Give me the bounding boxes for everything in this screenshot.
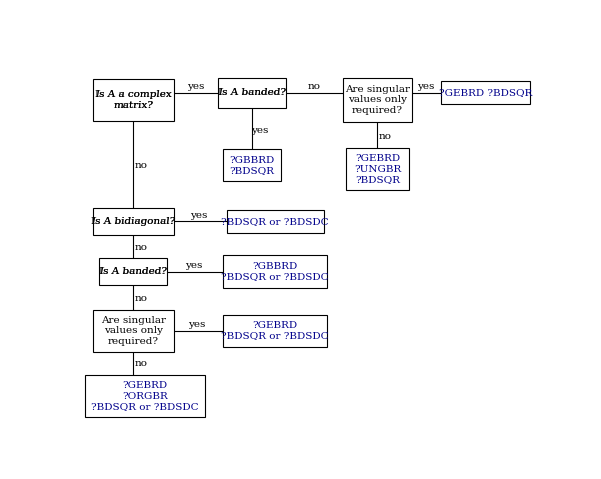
Text: Is A a complex
matrix?: Is A a complex matrix?: [95, 90, 172, 110]
Text: no: no: [307, 82, 320, 91]
Text: no: no: [135, 359, 147, 368]
FancyBboxPatch shape: [346, 148, 409, 190]
Text: Is A banded?: Is A banded?: [218, 89, 286, 97]
Text: ?GBBRD
?BDSQR: ?GBBRD ?BDSQR: [229, 156, 275, 175]
Text: no: no: [135, 161, 147, 170]
FancyBboxPatch shape: [223, 149, 281, 182]
FancyBboxPatch shape: [227, 210, 323, 233]
Text: Are singular
values only
required?: Are singular values only required?: [101, 316, 166, 346]
Text: Is A a complex
matrix?: Is A a complex matrix?: [95, 90, 172, 110]
Text: yes: yes: [416, 82, 434, 91]
FancyBboxPatch shape: [93, 79, 174, 121]
Text: yes: yes: [251, 126, 268, 135]
Text: Is A banded?: Is A banded?: [99, 267, 167, 276]
FancyBboxPatch shape: [85, 375, 205, 418]
Text: Is A bidiagonal?: Is A bidiagonal?: [91, 217, 175, 226]
Text: ?GEBRD
?BDSQR or ?BDSDC: ?GEBRD ?BDSQR or ?BDSDC: [221, 321, 329, 341]
Text: ?BDSQR or ?BDSDC: ?BDSQR or ?BDSDC: [221, 217, 329, 226]
Text: yes: yes: [191, 211, 208, 220]
Text: Is A banded?: Is A banded?: [99, 267, 167, 276]
Text: Is A banded?: Is A banded?: [218, 89, 285, 97]
FancyBboxPatch shape: [218, 78, 286, 108]
FancyBboxPatch shape: [99, 259, 167, 285]
Text: ?GEBRD
?UNGBR
?BDSQR: ?GEBRD ?UNGBR ?BDSQR: [354, 154, 401, 184]
Text: no: no: [379, 132, 392, 141]
Text: yes: yes: [186, 82, 204, 91]
Text: no: no: [135, 243, 147, 252]
Text: ?GBBRD
?BDSQR or ?BDSDC: ?GBBRD ?BDSQR or ?BDSDC: [221, 262, 329, 281]
Text: yes: yes: [185, 261, 203, 270]
FancyBboxPatch shape: [93, 208, 174, 235]
FancyBboxPatch shape: [441, 81, 531, 104]
Text: ?GEBRD
?ORGBR
?BDSQR or ?BDSDC: ?GEBRD ?ORGBR ?BDSQR or ?BDSDC: [91, 381, 199, 411]
Text: ?GEBRD ?BDSQR: ?GEBRD ?BDSQR: [439, 89, 532, 97]
FancyBboxPatch shape: [93, 309, 174, 352]
FancyBboxPatch shape: [343, 78, 412, 122]
Text: Are singular
values only
required?: Are singular values only required?: [345, 85, 410, 115]
Text: Is A bidiagonal?: Is A bidiagonal?: [91, 217, 175, 226]
Text: no: no: [135, 294, 147, 303]
FancyBboxPatch shape: [223, 315, 328, 347]
FancyBboxPatch shape: [223, 255, 328, 288]
Text: yes: yes: [188, 320, 206, 329]
